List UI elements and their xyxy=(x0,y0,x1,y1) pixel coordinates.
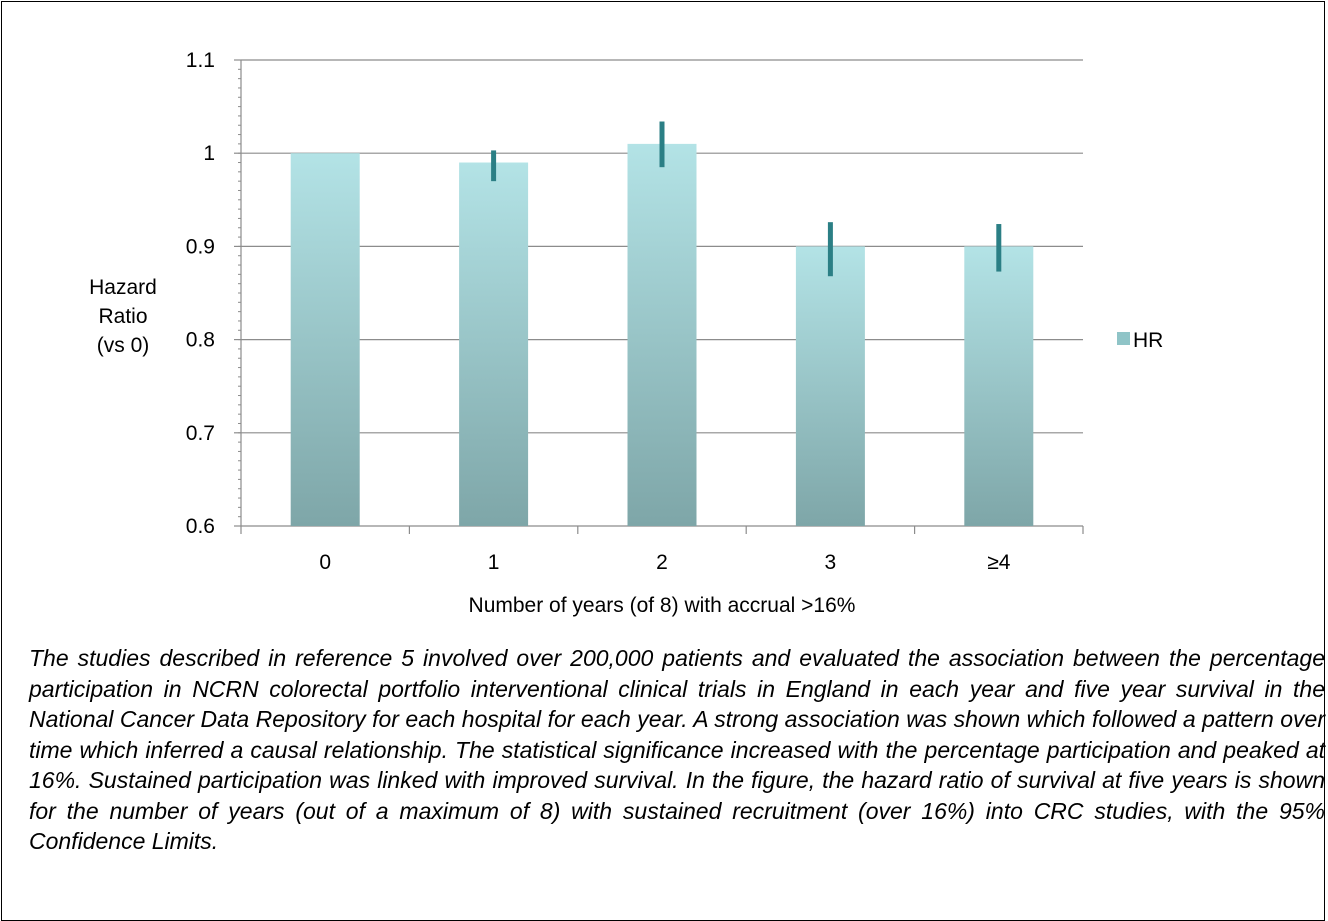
x-axis-title: Number of years (of 8) with accrual >16% xyxy=(469,594,856,617)
y-axis-title-line: (vs 0) xyxy=(97,334,150,357)
hazard-ratio-chart: 0.6 0.7 0.8 0.9 1 1.1 0 1 2 3 ≥4 Hazard Ratio (vs 0… xyxy=(89,49,1163,617)
bar xyxy=(627,143,697,526)
legend-label-hr: HR xyxy=(1133,329,1163,352)
legend-swatch xyxy=(1117,332,1130,345)
y-tick-label: 0.8 xyxy=(186,329,215,352)
error-bar xyxy=(827,222,833,277)
y-tick-label: 1.1 xyxy=(186,49,215,72)
y-tick-label: 0.9 xyxy=(186,235,215,258)
x-tick-label: 3 xyxy=(825,551,837,574)
y-tick-label: 0.7 xyxy=(186,422,215,445)
x-tick-label: 1 xyxy=(488,551,500,574)
y-axis-title: Hazard Ratio (vs 0) xyxy=(89,276,157,357)
y-axis-title-line: Hazard xyxy=(89,276,157,299)
bar xyxy=(964,246,1034,526)
x-tick-label: 0 xyxy=(319,551,331,574)
x-tick-label: 2 xyxy=(656,551,668,574)
x-tick-label: ≥4 xyxy=(987,551,1011,574)
y-tick-label: 1 xyxy=(203,142,215,165)
error-bar xyxy=(659,121,665,168)
x-tick-labels: 0 1 2 3 ≥4 xyxy=(319,551,1010,574)
bars xyxy=(290,143,1034,526)
bar xyxy=(290,153,360,526)
bar xyxy=(459,162,529,526)
y-axis-title-line: Ratio xyxy=(98,305,147,328)
bar xyxy=(795,246,865,526)
y-tick-label: 0.6 xyxy=(186,515,215,538)
y-tick-labels: 0.6 0.7 0.8 0.9 1 1.1 xyxy=(186,49,215,538)
figure-caption: The studies described in reference 5 inv… xyxy=(29,645,1325,854)
error-bars xyxy=(491,121,1002,277)
error-bar xyxy=(491,150,497,182)
error-bar xyxy=(996,224,1002,272)
legend: HR xyxy=(1117,329,1163,352)
